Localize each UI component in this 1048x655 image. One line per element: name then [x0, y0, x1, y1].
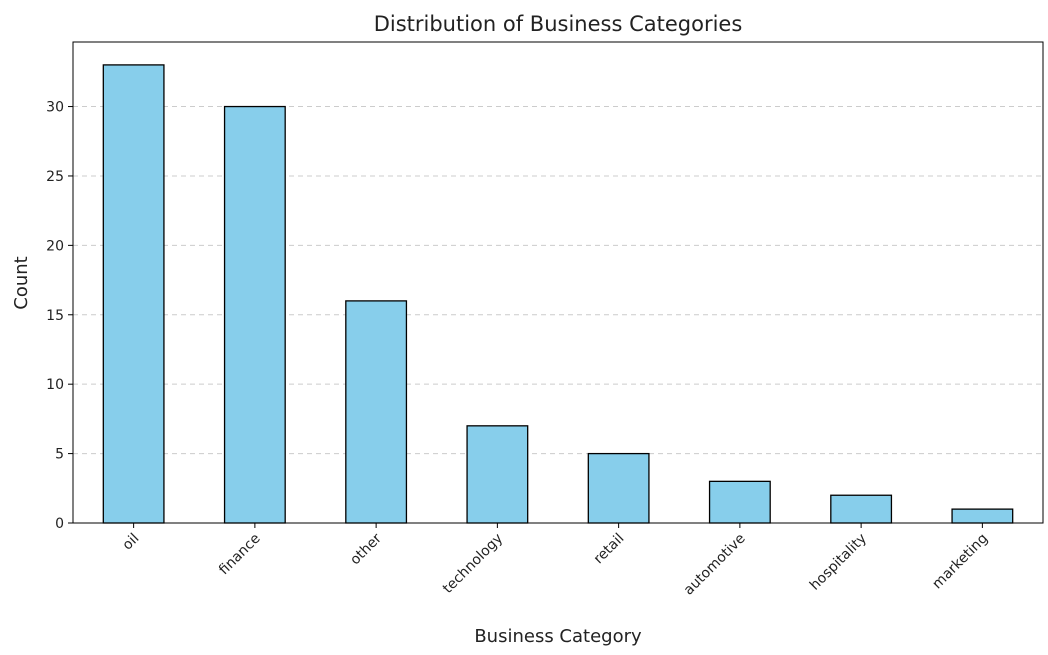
bar-hospitality: [830, 494, 893, 524]
y-tick-label: 20: [46, 238, 64, 254]
bar-automotive: [708, 480, 771, 524]
plot-frame: [72, 41, 1044, 524]
bar-finance: [223, 105, 286, 524]
y-tick-label: 15: [46, 308, 64, 324]
x-tick-label-retail: retail: [591, 531, 628, 568]
chart-title: Distribution of Business Categories: [374, 12, 743, 36]
bar-other: [345, 300, 408, 524]
y-axis-title: Count: [11, 256, 32, 309]
x-tick-label-other: other: [347, 530, 385, 568]
y-tick-label: 10: [46, 377, 64, 393]
y-axis-ticks: 0 5 10 15 20 25 30: [46, 100, 73, 532]
y-tick-label: 30: [46, 100, 64, 116]
x-tick-label-hospitality: hospitality: [807, 531, 870, 594]
bar-retail: [587, 452, 650, 524]
x-axis-ticks: oil finance other technology retail automotiv…: [120, 523, 991, 599]
x-tick-label-oil: oil: [120, 531, 143, 554]
bars: [102, 64, 1014, 524]
y-tick-label: 25: [46, 169, 64, 185]
x-tick-label-marketing: marketing: [929, 531, 991, 593]
bar-oil: [102, 64, 165, 524]
grid-lines: [73, 106, 1043, 455]
x-tick-label-finance: finance: [216, 531, 264, 579]
y-tick-label: 0: [55, 516, 64, 532]
x-tick-label-technology: technology: [440, 531, 506, 597]
x-axis-title: Business Category: [474, 626, 642, 647]
bar-technology: [466, 425, 529, 524]
x-tick-label-automotive: automotive: [681, 531, 749, 599]
y-tick-label: 5: [55, 447, 64, 463]
bar-marketing: [951, 508, 1014, 524]
